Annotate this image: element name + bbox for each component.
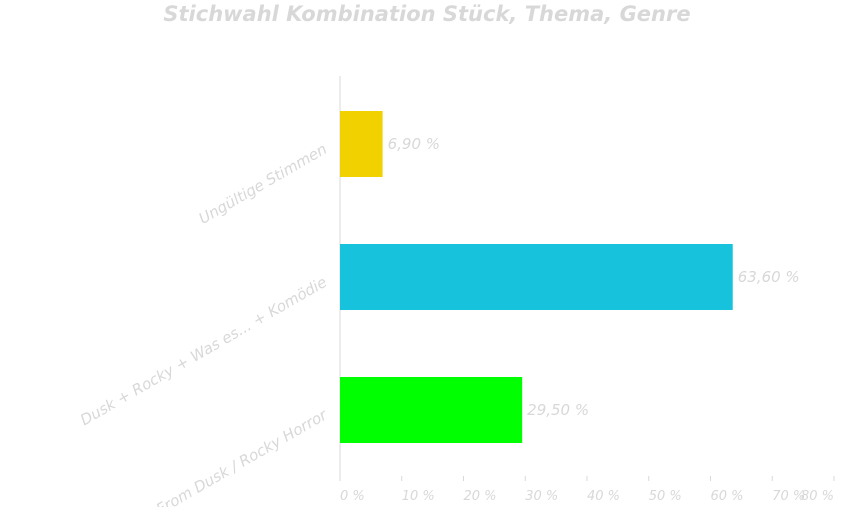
x-tick-label-60: 60 % — [711, 489, 744, 504]
chart-title: Stichwahl Kombination Stück, Thema, Genr… — [163, 2, 691, 26]
category-label-3: Ungültige Stimmen — [196, 140, 330, 228]
x-tick-label-0: 0 % — [340, 489, 365, 504]
category-label-1: From Dusk / Rocky Horror — [153, 405, 331, 507]
data-label-3: 6,90 % — [388, 135, 440, 153]
x-tick-label-70: 70 % — [772, 489, 805, 504]
x-tick-label-20: 20 % — [464, 489, 497, 504]
x-tick-label-80: 80 % — [801, 489, 834, 504]
x-tick-label-50: 50 % — [649, 489, 682, 504]
data-label-1: 29,50 % — [527, 401, 589, 419]
x-tick-label-40: 40 % — [587, 489, 620, 504]
x-tick-label-30: 30 % — [525, 489, 558, 504]
bar-2 — [340, 244, 733, 310]
bar-3 — [340, 111, 383, 177]
category-label-2: Dusk + Rocky + Was es... + Komödie — [77, 273, 330, 429]
x-tick-label-10: 10 % — [402, 489, 435, 504]
bar-1 — [340, 377, 523, 443]
data-label-2: 63,60 % — [738, 268, 800, 286]
